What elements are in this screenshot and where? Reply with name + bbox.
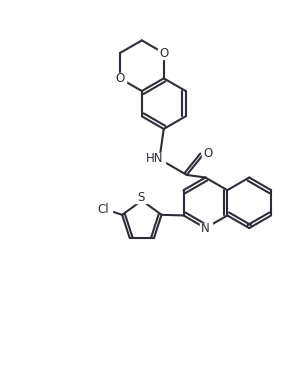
- Text: O: O: [115, 72, 125, 85]
- Bar: [200, 223, 212, 234]
- Bar: [145, 153, 166, 165]
- Text: Cl: Cl: [98, 203, 110, 217]
- Bar: [114, 73, 126, 84]
- Bar: [95, 204, 112, 216]
- Text: HN: HN: [146, 152, 164, 165]
- Text: S: S: [137, 191, 145, 204]
- Bar: [158, 47, 170, 58]
- Bar: [202, 148, 214, 159]
- Text: O: O: [203, 147, 212, 160]
- Text: N: N: [201, 222, 210, 234]
- Bar: [135, 192, 147, 203]
- Text: O: O: [159, 46, 168, 59]
